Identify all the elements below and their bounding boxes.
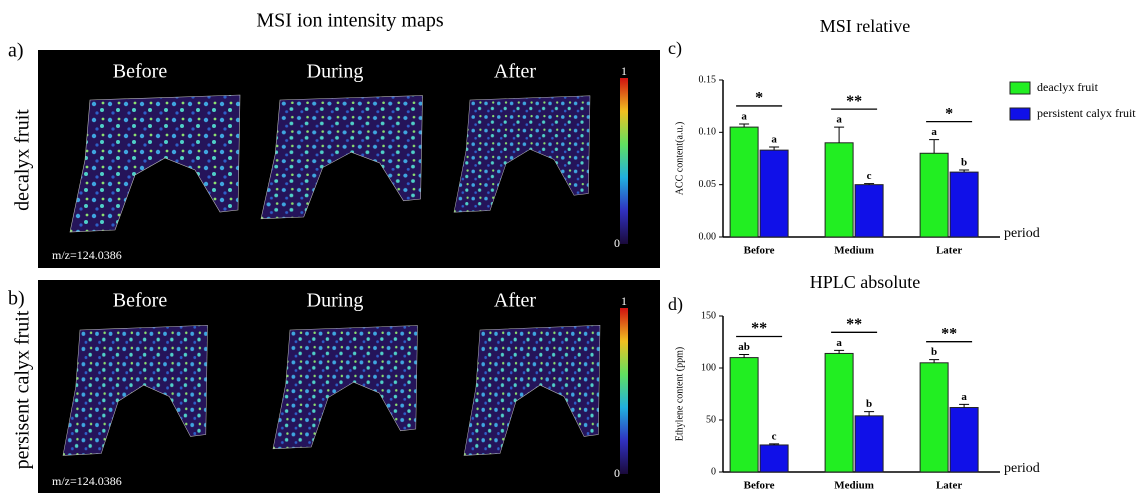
significance-mark: ** <box>941 325 957 342</box>
x-tick-label: Before <box>744 480 775 492</box>
legend-swatch <box>1010 108 1030 120</box>
bar <box>950 408 978 472</box>
error-bar <box>864 412 874 416</box>
bar <box>855 416 883 472</box>
colorbar <box>620 78 628 244</box>
panel-label: a) <box>8 40 24 62</box>
msi-row: a) decalyx fruit Before During After m/z… <box>8 40 660 268</box>
stage-label: During <box>307 290 364 312</box>
mz-label: m/z=124.0386 <box>52 248 122 262</box>
row-label: decalyx fruit <box>12 109 34 211</box>
y-tick-label: 50 <box>706 414 716 425</box>
significance-mark: ** <box>846 316 862 333</box>
error-bar <box>929 140 939 154</box>
stage-label: Before <box>113 61 168 83</box>
y-tick-label: 0.10 <box>699 127 717 138</box>
x-tick-label: Later <box>936 480 962 492</box>
colorbar-min: 0 <box>614 236 620 250</box>
bar <box>760 445 788 472</box>
msi-row: b) persisent calyx fruit Before During A… <box>8 280 660 493</box>
group-letter: a <box>961 391 967 403</box>
colorbar-max: 1 <box>621 294 627 308</box>
bar <box>760 150 788 237</box>
stage-label: Before <box>113 290 168 312</box>
x-axis-label: period <box>1004 461 1040 476</box>
stage-label: After <box>494 61 537 83</box>
y-tick-label: 0.15 <box>699 74 717 85</box>
significance-mark: * <box>945 105 953 122</box>
bar <box>730 127 758 237</box>
group-letter: a <box>741 110 747 122</box>
chart-title: MSI relative <box>820 16 910 36</box>
group-letter: ab <box>738 341 750 353</box>
mz-label: m/z=124.0386 <box>52 474 122 488</box>
significance-mark: * <box>755 90 763 107</box>
y-tick-label: 0.05 <box>699 179 717 190</box>
bar <box>855 185 883 237</box>
panel-title: MSI ion intensity maps <box>256 10 443 32</box>
significance-mark: ** <box>846 93 862 110</box>
y-tick-label: 0.00 <box>699 231 717 242</box>
panel-label: d) <box>668 294 683 315</box>
group-letter: c <box>867 170 872 182</box>
x-axis-label: period <box>1004 226 1040 241</box>
bar <box>950 172 978 237</box>
y-tick-label: 0 <box>711 466 716 477</box>
row-label: persisent calyx fruit <box>12 310 34 469</box>
significance-mark: ** <box>751 320 767 337</box>
legend-label: persistent calyx fruit <box>1037 106 1136 120</box>
x-tick-label: Before <box>744 245 775 257</box>
group-letter: b <box>931 346 937 358</box>
group-letter: b <box>961 157 967 169</box>
y-axis-label: ACC content(a.u.) <box>674 122 685 196</box>
figure: MSI ion intensity maps a) decalyx fruit … <box>0 0 1145 493</box>
group-letter: a <box>771 134 777 146</box>
x-tick-label: Medium <box>834 480 874 492</box>
bar <box>730 358 758 472</box>
x-tick-label: Medium <box>834 245 874 257</box>
legend-label: deaclyx fruit <box>1037 80 1099 94</box>
error-bar <box>834 127 844 143</box>
group-letter: a <box>836 114 842 126</box>
stage-label: After <box>494 290 537 312</box>
bar <box>920 153 948 237</box>
x-tick-label: Later <box>936 245 962 257</box>
panel-label: b) <box>8 288 25 310</box>
colorbar <box>620 308 628 474</box>
bar <box>825 353 853 472</box>
group-letter: c <box>772 430 777 442</box>
bar <box>920 363 948 472</box>
colorbar-max: 1 <box>621 64 627 78</box>
stage-label: During <box>307 61 364 83</box>
colorbar-min: 0 <box>614 466 620 480</box>
group-letter: a <box>836 337 842 349</box>
chart-title: HPLC absolute <box>810 272 921 292</box>
y-tick-label: 100 <box>701 362 716 373</box>
y-tick-label: 150 <box>701 310 716 321</box>
group-letter: a <box>931 126 937 138</box>
bar <box>825 143 853 237</box>
panel-label: c) <box>668 38 682 59</box>
y-axis-label: Ethylene content (ppm) <box>674 347 685 441</box>
legend-swatch <box>1010 82 1030 94</box>
group-letter: b <box>866 398 872 410</box>
